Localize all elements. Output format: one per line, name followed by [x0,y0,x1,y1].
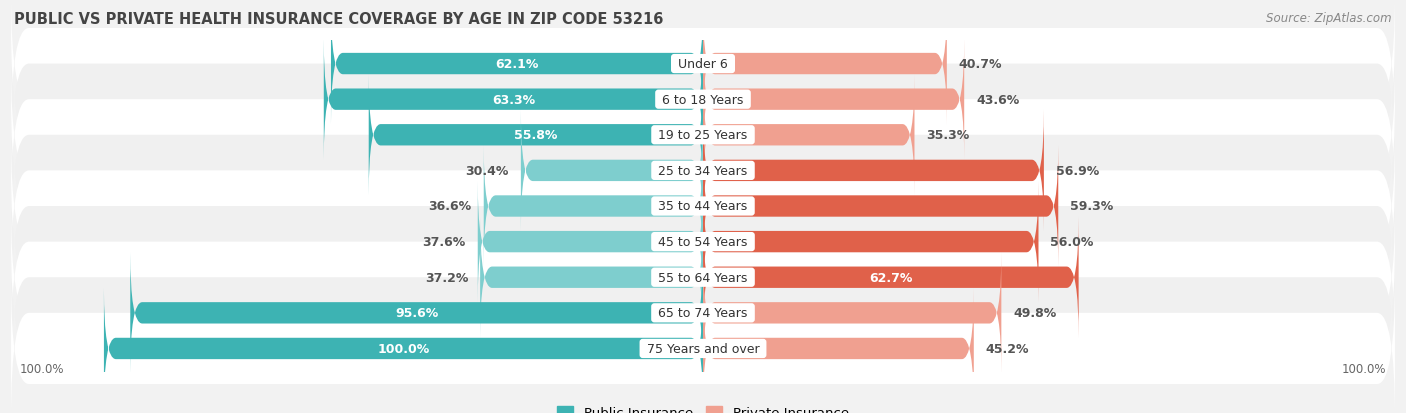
Text: 36.6%: 36.6% [429,200,472,213]
Text: 63.3%: 63.3% [492,93,534,107]
Text: 100.0%: 100.0% [377,342,430,355]
Text: 37.2%: 37.2% [425,271,468,284]
Text: Under 6: Under 6 [673,58,733,71]
FancyBboxPatch shape [11,0,1395,135]
FancyBboxPatch shape [11,64,1395,206]
FancyBboxPatch shape [703,4,946,125]
Text: 100.0%: 100.0% [20,362,65,375]
FancyBboxPatch shape [11,171,1395,313]
Text: 62.1%: 62.1% [495,58,538,71]
Text: 19 to 25 Years: 19 to 25 Years [654,129,752,142]
FancyBboxPatch shape [703,253,1001,373]
Text: 59.3%: 59.3% [1070,200,1114,213]
Text: 55 to 64 Years: 55 to 64 Years [654,271,752,284]
FancyBboxPatch shape [703,217,1078,338]
FancyBboxPatch shape [11,29,1395,171]
FancyBboxPatch shape [484,146,703,267]
Text: 45.2%: 45.2% [986,342,1029,355]
FancyBboxPatch shape [703,146,1059,267]
FancyBboxPatch shape [703,111,1043,231]
Text: 95.6%: 95.6% [395,306,439,320]
Text: 37.6%: 37.6% [423,235,465,249]
FancyBboxPatch shape [368,75,703,196]
Text: 56.0%: 56.0% [1050,235,1094,249]
Text: 35 to 44 Years: 35 to 44 Years [654,200,752,213]
FancyBboxPatch shape [11,206,1395,349]
FancyBboxPatch shape [104,288,703,409]
Text: 55.8%: 55.8% [515,129,558,142]
Text: 43.6%: 43.6% [976,93,1019,107]
FancyBboxPatch shape [11,135,1395,278]
Text: 65 to 74 Years: 65 to 74 Years [654,306,752,320]
Text: 25 to 34 Years: 25 to 34 Years [654,164,752,178]
FancyBboxPatch shape [703,75,914,196]
Text: 30.4%: 30.4% [465,164,509,178]
FancyBboxPatch shape [478,182,703,302]
Text: 75 Years and over: 75 Years and over [643,342,763,355]
Text: Source: ZipAtlas.com: Source: ZipAtlas.com [1267,12,1392,25]
FancyBboxPatch shape [323,40,703,160]
Text: 40.7%: 40.7% [959,58,1002,71]
Text: PUBLIC VS PRIVATE HEALTH INSURANCE COVERAGE BY AGE IN ZIP CODE 53216: PUBLIC VS PRIVATE HEALTH INSURANCE COVER… [14,12,664,27]
Text: 62.7%: 62.7% [869,271,912,284]
FancyBboxPatch shape [11,100,1395,242]
Text: 56.9%: 56.9% [1056,164,1099,178]
FancyBboxPatch shape [703,40,965,160]
FancyBboxPatch shape [703,288,974,409]
FancyBboxPatch shape [11,242,1395,384]
Text: 100.0%: 100.0% [1341,362,1386,375]
FancyBboxPatch shape [131,253,703,373]
Legend: Public Insurance, Private Insurance: Public Insurance, Private Insurance [553,401,853,413]
Text: 35.3%: 35.3% [927,129,970,142]
FancyBboxPatch shape [703,182,1039,302]
FancyBboxPatch shape [520,111,703,231]
FancyBboxPatch shape [479,217,703,338]
Text: 49.8%: 49.8% [1014,306,1056,320]
FancyBboxPatch shape [330,4,703,125]
Text: 6 to 18 Years: 6 to 18 Years [658,93,748,107]
FancyBboxPatch shape [11,278,1395,413]
Text: 45 to 54 Years: 45 to 54 Years [654,235,752,249]
